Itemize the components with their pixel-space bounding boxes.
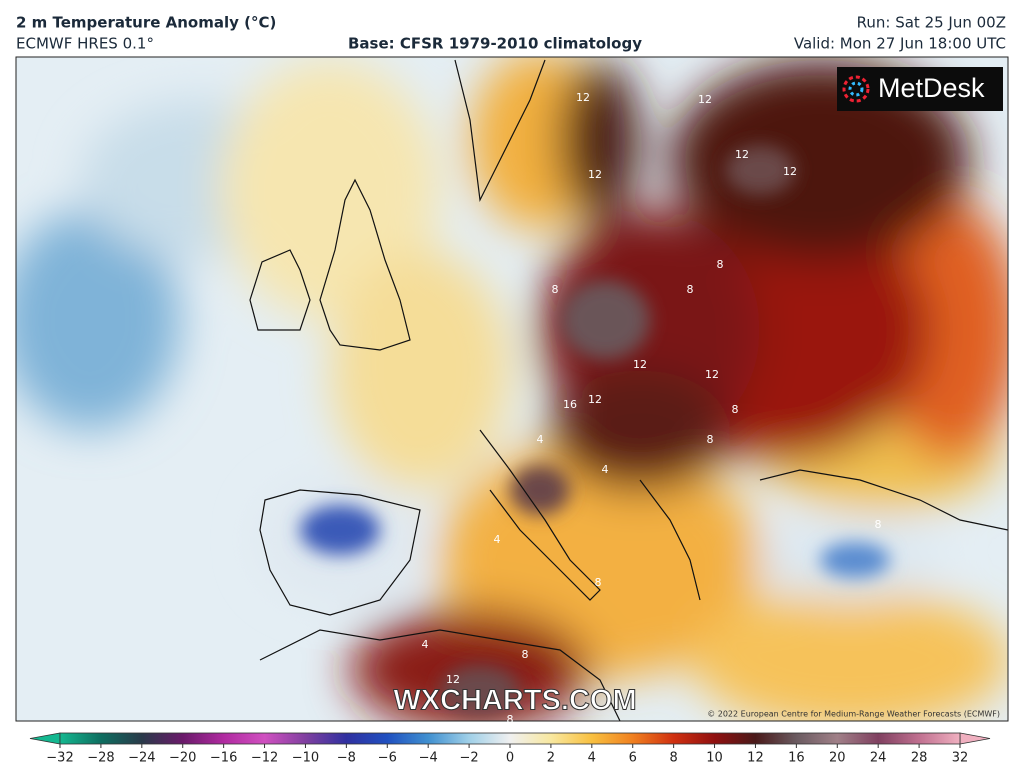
model: ECMWF HRES 0.1° [16, 35, 154, 53]
colorbar-tick-label: 6 [629, 751, 637, 766]
map-frame [15, 56, 1009, 722]
contour-label: 4 [602, 463, 609, 476]
colorbar-tick-label: −4 [419, 751, 438, 766]
colorbar-tick-label: 12 [747, 751, 764, 766]
contour-label: 12 [576, 91, 590, 104]
contour-label: 12 [446, 673, 460, 686]
colorbar-tick-label: −12 [251, 751, 278, 766]
contour-label: 4 [422, 638, 429, 651]
colorbar-tick-label: −24 [128, 751, 155, 766]
colorbar-bar [59, 732, 961, 745]
colorbar-tick-label: 2 [547, 751, 555, 766]
contour-label: 8 [507, 713, 514, 726]
contour-label: 8 [875, 518, 882, 531]
contour-label: 4 [537, 433, 544, 446]
coastlines [249, 59, 1008, 721]
colorbar-tick-label: 0 [506, 751, 514, 766]
contour-label: 8 [732, 403, 739, 416]
colorbar-tick-label: −28 [87, 751, 114, 766]
title: 2 m Temperature Anomaly (°C) [16, 14, 276, 32]
contour-label: 12 [633, 358, 647, 371]
copyright: © 2022 European Centre for Medium-Range … [707, 710, 1000, 719]
contour-label: 4 [494, 533, 501, 546]
colorbar-tick-label: −6 [378, 751, 397, 766]
base: Base: CFSR 1979-2010 climatology [348, 35, 642, 53]
contour-label: 8 [552, 283, 559, 296]
colorbar-tick-label: 10 [706, 751, 723, 766]
colorbar-tick-label: 32 [952, 751, 969, 766]
colorbar-tick-label: 4 [588, 751, 596, 766]
contour-label: 8 [522, 648, 529, 661]
contour-label: 12 [588, 168, 602, 181]
colorbar-left-arrow [29, 732, 61, 745]
contour-label: 12 [705, 368, 719, 381]
contour-label: 12 [588, 393, 602, 406]
contour-label: 12 [698, 93, 712, 106]
colorbar-tick-label: 16 [788, 751, 805, 766]
colorbar-tick-label: 28 [911, 751, 928, 766]
contour-label: 12 [735, 148, 749, 161]
colorbar-tick-label: 24 [870, 751, 887, 766]
logo-icon [842, 75, 870, 103]
colorbar-tick-label: 20 [829, 751, 846, 766]
watermark: WXCHARTS.COM [393, 685, 636, 717]
contour-label: 8 [707, 433, 714, 446]
contour-label: 8 [717, 258, 724, 271]
colorbar-tick-label: 8 [669, 751, 677, 766]
colorbar-right-arrow [959, 732, 991, 745]
map: MetDesk WXCHARTS.COM © 2022 European Cen… [16, 57, 1008, 721]
colorbar-tick-label: −20 [169, 751, 196, 766]
colorbar-tick-label: −8 [337, 751, 356, 766]
contour-label: 16 [563, 398, 577, 411]
colorbar-tick-label: −10 [292, 751, 319, 766]
colorbar-tick-label: −32 [46, 751, 73, 766]
colorbar-tick-label: −2 [460, 751, 479, 766]
contour-label: 12 [783, 165, 797, 178]
contour-labels: 12 12 12 12 12 8 8 8 12 16 12 12 8 8 4 4 8 8 8 4 8 12 4 [422, 91, 882, 726]
colorbar: −32 −28 −24 −20 −16 −12 −10 −8 −6 −4 −2 0 2 4 6 8 10 12 16… [29, 732, 991, 766]
logo: MetDesk [878, 73, 985, 103]
contour-label: 8 [595, 576, 602, 589]
colorbar-tick-label: −16 [210, 751, 237, 766]
contour-label: 8 [687, 283, 694, 296]
valid: Valid: Mon 27 Jun 18:00 UTC [794, 35, 1006, 53]
run: Run: Sat 25 Jun 00Z [857, 14, 1006, 32]
